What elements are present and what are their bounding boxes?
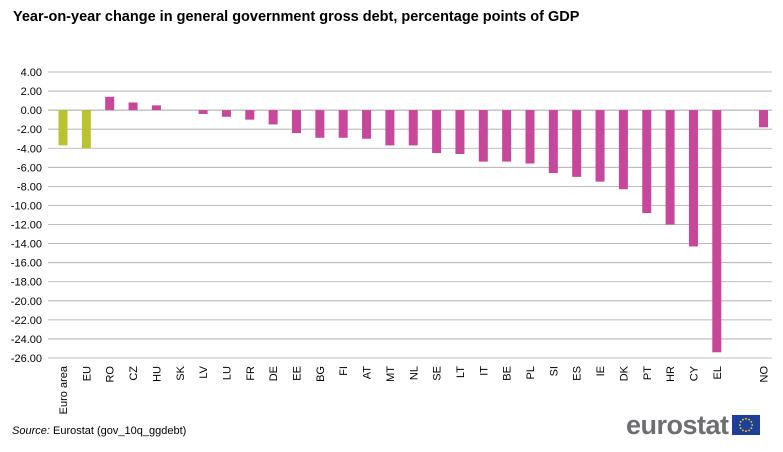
x-category-label: BE <box>502 366 514 381</box>
x-category-label: AT <box>362 366 374 380</box>
bar-be <box>502 110 512 162</box>
source-note: Source: Eurostat (gov_10q_ggdebt) <box>12 425 186 437</box>
flag-star <box>739 421 742 423</box>
bar-lu <box>221 110 231 117</box>
bar-dk <box>618 110 628 190</box>
y-tick-label: -16.00 <box>11 258 42 270</box>
flag-star <box>738 424 741 426</box>
bar-de <box>268 110 278 125</box>
eurostat-logo: eurostat <box>626 410 760 440</box>
flag-star <box>750 424 753 426</box>
x-category-label: LU <box>221 366 233 380</box>
flag-star <box>739 427 742 429</box>
x-category-label: SE <box>432 366 444 381</box>
eurostat-logo-text: eurostat <box>626 410 729 440</box>
bar-se <box>432 110 442 154</box>
y-tick-label: -20.00 <box>11 296 42 308</box>
x-category-label: LT <box>455 366 467 378</box>
y-tick-label: 2.00 <box>21 86 42 98</box>
flag-star <box>744 430 747 433</box>
x-category-label: ES <box>572 366 584 381</box>
x-category-label: EU <box>81 366 93 381</box>
bar-cy <box>688 110 698 247</box>
x-category-label: DE <box>268 366 280 381</box>
bar-lt <box>455 110 465 154</box>
bar-fr <box>245 110 255 120</box>
x-category-label: PL <box>525 366 537 379</box>
y-tick-label: -22.00 <box>11 315 42 327</box>
y-tick-label: -2.00 <box>17 124 42 136</box>
bar-hr <box>665 110 675 225</box>
y-tick-label: -24.00 <box>11 334 42 346</box>
y-tick-label: -10.00 <box>11 200 42 212</box>
bars <box>58 96 768 353</box>
y-tick-label: -26.00 <box>11 353 42 365</box>
x-category-label: SK <box>175 365 187 380</box>
y-tick-label: -6.00 <box>17 162 42 174</box>
x-category-label: EL <box>712 366 724 379</box>
x-category-label: SI <box>548 366 560 376</box>
bar-at <box>362 110 372 139</box>
x-category-label: CZ <box>128 366 140 381</box>
bar-si <box>548 110 558 174</box>
x-category-label: LV <box>198 365 210 378</box>
x-category-label: FI <box>338 366 350 376</box>
x-category-label: EE <box>292 366 304 381</box>
y-tick-label: -4.00 <box>17 143 42 155</box>
flag-star <box>741 418 744 421</box>
bar-ee <box>292 110 301 134</box>
flag-star <box>750 421 752 423</box>
flag-background <box>731 415 760 435</box>
eu-flag-icon <box>731 415 760 435</box>
x-axis-category-labels: Euro area EU RO CZ HU SK LV LU FR DE EE BG FI AT MT NL S… <box>58 365 771 414</box>
bar-el <box>712 110 722 353</box>
x-category-label: NL <box>408 366 420 380</box>
y-axis-tick-labels: 4.00 2.00 0.00 -2.00 -4.00 -6.00 -8.00 -10.00 -1… <box>11 67 42 365</box>
x-category-label: CY <box>688 365 700 381</box>
flag-star <box>741 429 744 432</box>
chart-title: Year-on-year change in general governmen… <box>13 9 580 25</box>
bar-euro-area <box>58 110 68 146</box>
flag-star <box>744 417 747 420</box>
bar-nl <box>408 110 418 146</box>
bar-pl <box>525 110 535 164</box>
y-tick-label: 4.00 <box>21 67 42 79</box>
bar-fi <box>338 110 348 138</box>
source-prefix: Source: <box>12 425 50 437</box>
bar-lv <box>198 110 208 114</box>
y-tick-label: 0.00 <box>21 105 42 117</box>
x-category-label: HU <box>151 366 163 382</box>
x-category-label: MT <box>385 366 397 382</box>
x-category-label: HR <box>665 366 677 382</box>
bar-no <box>759 110 768 128</box>
y-tick-label: -12.00 <box>11 220 42 232</box>
bar-it <box>478 110 488 162</box>
y-tick-label: -14.00 <box>11 239 42 251</box>
source-text: Eurostat (gov_10q_ggdebt) <box>52 425 187 437</box>
bar-bg <box>315 110 325 138</box>
bar-pt <box>642 110 652 214</box>
x-category-label: RO <box>105 366 117 383</box>
bar-mt <box>385 110 395 146</box>
x-category-label: NO <box>759 366 771 383</box>
bar-es <box>572 110 582 177</box>
flag-star <box>747 418 750 421</box>
flag-star <box>750 427 752 429</box>
bar-ro <box>105 96 115 111</box>
flag-star <box>747 429 750 432</box>
x-category-label: BG <box>315 366 327 382</box>
x-category-label: FR <box>245 366 257 381</box>
x-category-label: IE <box>595 366 607 376</box>
bar-cz <box>128 102 138 111</box>
y-tick-label: -8.00 <box>17 181 42 193</box>
bar-hu <box>151 105 161 111</box>
x-category-label: IT <box>478 366 490 376</box>
bar-ie <box>595 110 605 182</box>
x-category-label: DK <box>618 365 630 381</box>
x-category-label: PT <box>642 366 654 380</box>
x-category-label: Euro area <box>58 365 70 414</box>
bar-eu <box>81 110 91 149</box>
y-tick-label: -18.00 <box>11 277 42 289</box>
